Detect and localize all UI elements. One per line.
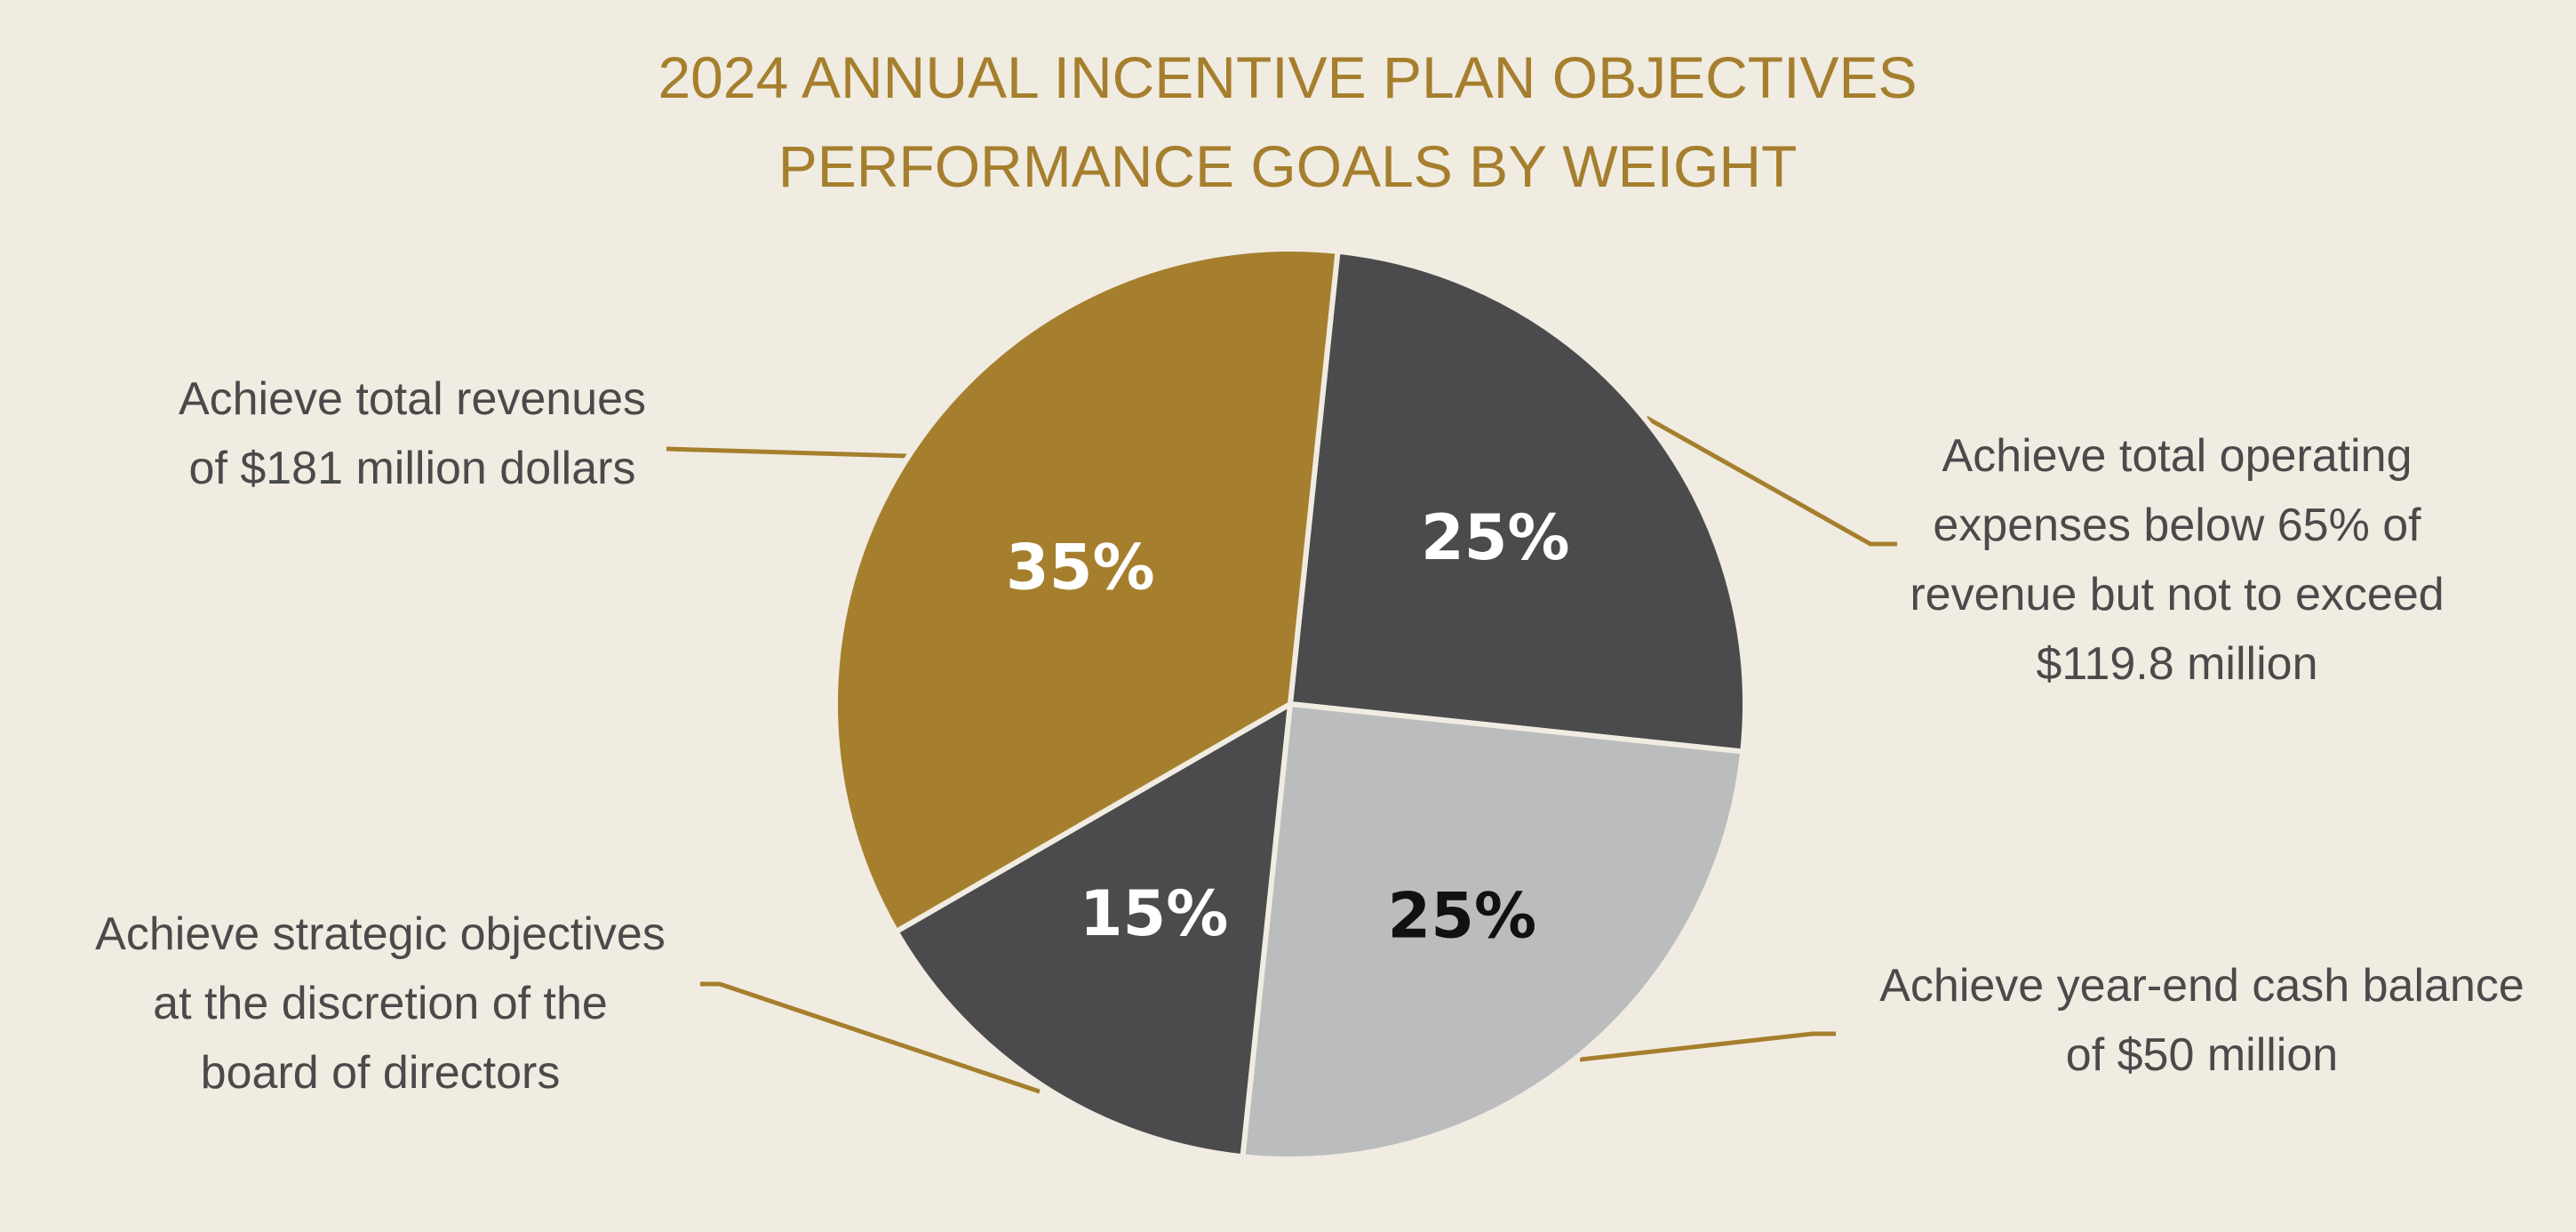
slice-percent-label-4: 35% bbox=[1006, 532, 1155, 604]
callout-line: Achieve strategic objectives bbox=[95, 908, 666, 960]
slice-callout-3: Achieve strategic objectives at the discr… bbox=[95, 908, 666, 1099]
pie-slice-3 bbox=[893, 701, 1293, 1160]
chart-title: 2024 ANNUAL INCENTIVE PLAN OBJECTIVES PE… bbox=[658, 44, 1917, 199]
callout-line: expenses below 65% of bbox=[1933, 500, 2421, 551]
leader-line-1 bbox=[1645, 415, 1897, 547]
chart-title-line-2: PERFORMANCE GOALS BY WEIGHT bbox=[778, 133, 1798, 199]
slice-percent-label-1: 25% bbox=[1421, 501, 1570, 574]
callout-line: Achieve total operating bbox=[1942, 430, 2412, 482]
pie-slices bbox=[833, 246, 1748, 1162]
slice-percent-label-3: 15% bbox=[1080, 877, 1229, 950]
slice-callout-2: Achieve year-end cash balance of $50 mill… bbox=[1879, 960, 2524, 1081]
callout-line: of $50 million bbox=[2066, 1029, 2338, 1081]
pie-slice-2 bbox=[1240, 701, 1746, 1162]
pie-slice-1 bbox=[1288, 248, 1748, 755]
leader-line-2 bbox=[1579, 1031, 1836, 1062]
slice-percent-labels: 25% 25% 15% 35% bbox=[1006, 501, 1570, 953]
callout-line: of $181 million dollars bbox=[189, 443, 636, 494]
leader-line-4 bbox=[666, 446, 909, 459]
chart-title-line-1: 2024 ANNUAL INCENTIVE PLAN OBJECTIVES bbox=[658, 44, 1917, 110]
callout-line: board of directors bbox=[201, 1047, 561, 1099]
leader-lines bbox=[666, 415, 1897, 1094]
callout-line: Achieve year-end cash balance bbox=[1879, 960, 2524, 1012]
slice-callouts: Achieve total operating expenses below 65… bbox=[95, 373, 2524, 1099]
callout-line: at the discretion of the bbox=[153, 978, 608, 1029]
pie-slice-4 bbox=[833, 246, 1341, 934]
leader-line-3 bbox=[700, 981, 1041, 1094]
slice-callout-4: Achieve total revenues of $181 million do… bbox=[179, 373, 646, 494]
callout-line: revenue but not to exceed bbox=[1910, 569, 2444, 620]
callout-line: Achieve total revenues bbox=[179, 373, 646, 425]
slice-callout-1: Achieve total operating expenses below 65… bbox=[1910, 430, 2444, 690]
slice-percent-label-2: 25% bbox=[1388, 880, 1537, 953]
callout-line: $119.8 million bbox=[2036, 638, 2317, 690]
